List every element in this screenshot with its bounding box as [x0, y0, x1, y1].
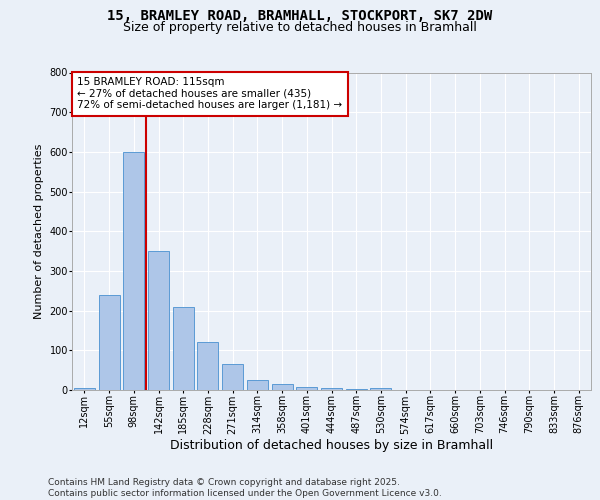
- Bar: [296, 387, 317, 390]
- Bar: [247, 380, 268, 390]
- Bar: [222, 364, 243, 390]
- X-axis label: Distribution of detached houses by size in Bramhall: Distribution of detached houses by size …: [170, 439, 493, 452]
- Bar: [321, 388, 342, 390]
- Bar: [123, 152, 144, 390]
- Text: Contains HM Land Registry data © Crown copyright and database right 2025.
Contai: Contains HM Land Registry data © Crown c…: [48, 478, 442, 498]
- Bar: [272, 384, 293, 390]
- Y-axis label: Number of detached properties: Number of detached properties: [34, 144, 44, 319]
- Bar: [370, 388, 391, 390]
- Text: 15, BRAMLEY ROAD, BRAMHALL, STOCKPORT, SK7 2DW: 15, BRAMLEY ROAD, BRAMHALL, STOCKPORT, S…: [107, 9, 493, 23]
- Bar: [74, 388, 95, 390]
- Bar: [98, 294, 119, 390]
- Bar: [173, 306, 194, 390]
- Text: 15 BRAMLEY ROAD: 115sqm
← 27% of detached houses are smaller (435)
72% of semi-d: 15 BRAMLEY ROAD: 115sqm ← 27% of detache…: [77, 78, 343, 110]
- Text: Size of property relative to detached houses in Bramhall: Size of property relative to detached ho…: [123, 21, 477, 34]
- Bar: [197, 342, 218, 390]
- Bar: [346, 389, 367, 390]
- Bar: [148, 251, 169, 390]
